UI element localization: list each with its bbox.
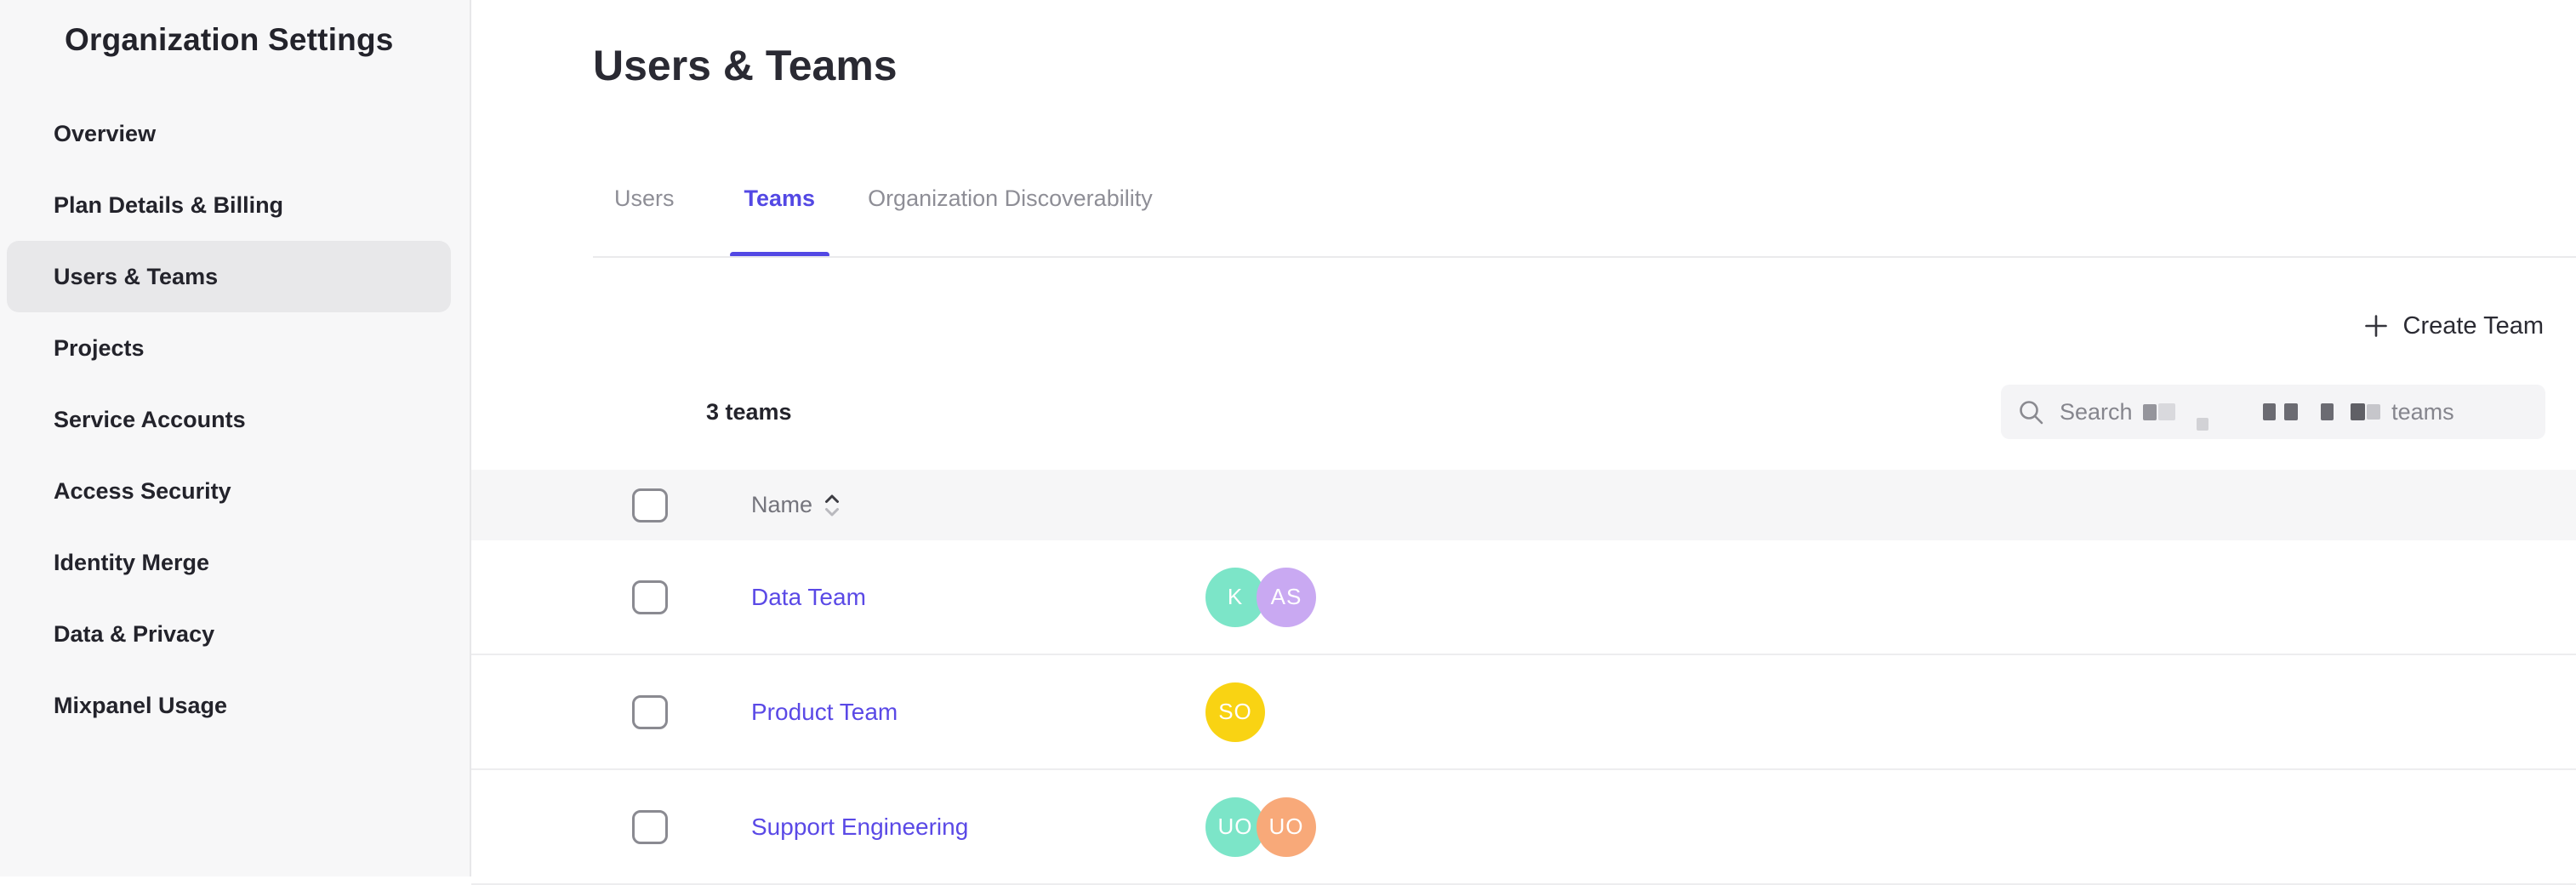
sidebar-item[interactable]: Data & Privacy	[7, 598, 451, 670]
avatar: SO	[1205, 682, 1265, 742]
team-member-avatars: K AS	[1205, 567, 1316, 627]
main-content: Users & Teams Users Teams Organization D…	[471, 0, 2576, 885]
sidebar-item[interactable]: Mixpanel Usage	[7, 670, 451, 741]
search-placeholder: Search teams	[2060, 399, 2454, 431]
name-column-label: Name	[751, 492, 813, 517]
sidebar-item[interactable]: Access Security	[7, 455, 451, 527]
sidebar-item-label: Plan Details & Billing	[54, 191, 284, 218]
name-column-header[interactable]: Name	[751, 492, 841, 519]
sidebar-item-label: Access Security	[54, 477, 231, 504]
tab[interactable]: Teams	[729, 179, 830, 258]
select-all-checkbox[interactable]	[632, 488, 668, 522]
tab-bar: Users Teams Organization Discoverability	[614, 179, 1153, 258]
sidebar-item-label: Identity Merge	[54, 549, 210, 575]
sidebar-nav: Overview Plan Details & Billing Users & …	[0, 98, 470, 741]
team-member-avatars: UO UO	[1205, 796, 1316, 857]
select-row-checkbox[interactable]	[632, 580, 668, 614]
team-member-avatars: SO	[1205, 682, 1265, 742]
sidebar-item[interactable]: Service Accounts	[7, 384, 451, 455]
sidebar-item-label: Data & Privacy	[54, 620, 215, 647]
table-row: Data Team K AS	[471, 540, 2576, 655]
tab[interactable]: Organization Discoverability	[868, 179, 1153, 218]
sidebar-item[interactable]: Overview	[7, 98, 451, 169]
page-title: Users & Teams	[593, 42, 898, 89]
teams-count: 3 teams	[706, 399, 792, 425]
table-header-row: Name	[471, 470, 2576, 540]
sidebar-item[interactable]: Projects	[7, 312, 451, 384]
tab[interactable]: Users	[614, 179, 675, 218]
table-row: Support Engineering UO UO	[471, 770, 2576, 885]
avatar: UO	[1205, 796, 1265, 857]
avatar: K	[1205, 567, 1265, 627]
avatar: AS	[1257, 567, 1316, 627]
sidebar-item[interactable]: Users & Teams	[7, 241, 451, 312]
team-name-link[interactable]: Product Team	[751, 698, 898, 725]
tab-label: Users	[614, 186, 675, 211]
sidebar-item-label: Service Accounts	[54, 406, 246, 432]
search-icon	[2020, 400, 2043, 424]
sidebar-item-label: Users & Teams	[54, 263, 219, 289]
select-row-checkbox[interactable]	[632, 694, 668, 729]
sidebar-item[interactable]: Plan Details & Billing	[7, 169, 451, 241]
sidebar-title: Organization Settings	[65, 22, 394, 57]
tab-bar-divider	[593, 256, 2576, 258]
sidebar: Organization Settings Overview Plan Deta…	[0, 0, 471, 876]
avatar: UO	[1257, 796, 1316, 857]
sort-icon	[825, 494, 840, 516]
tab-label: Teams	[744, 186, 816, 211]
create-team-label: Create Team	[2402, 311, 2545, 340]
search-teams-input[interactable]: Search teams	[2001, 385, 2545, 439]
team-name-cell: Product Team	[751, 699, 1205, 726]
sidebar-item-label: Projects	[54, 334, 145, 361]
sidebar-item-label: Overview	[54, 120, 157, 146]
select-row-checkbox[interactable]	[632, 809, 668, 844]
team-name-cell: Data Team	[751, 584, 1205, 611]
sidebar-item[interactable]: Identity Merge	[7, 527, 451, 598]
table-row: Product Team SO	[471, 655, 2576, 770]
teams-table: Name Data Team K AS	[471, 470, 2576, 885]
plus-icon	[2364, 315, 2387, 337]
team-name-cell: Support Engineering	[751, 814, 1205, 841]
team-name-link[interactable]: Data Team	[751, 583, 866, 610]
team-name-link[interactable]: Support Engineering	[751, 813, 969, 840]
sidebar-item-label: Mixpanel Usage	[54, 692, 228, 718]
active-tab-underline	[729, 252, 830, 258]
tab-label: Organization Discoverability	[868, 186, 1153, 211]
table-body: Data Team K AS Product Team SO	[471, 540, 2576, 885]
create-team-button[interactable]: Create Team	[2363, 302, 2545, 350]
